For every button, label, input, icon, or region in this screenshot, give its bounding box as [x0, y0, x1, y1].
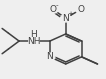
Text: H: H [31, 30, 37, 39]
Circle shape [61, 14, 71, 22]
Text: O: O [77, 5, 84, 14]
Text: O: O [50, 5, 56, 14]
Text: N: N [62, 14, 69, 23]
Text: N: N [46, 52, 53, 61]
Circle shape [75, 6, 86, 13]
Text: NH: NH [27, 37, 41, 46]
Circle shape [45, 53, 55, 61]
Text: -: - [55, 3, 58, 9]
Circle shape [29, 37, 39, 45]
Circle shape [48, 6, 58, 13]
Text: +: + [67, 11, 73, 17]
